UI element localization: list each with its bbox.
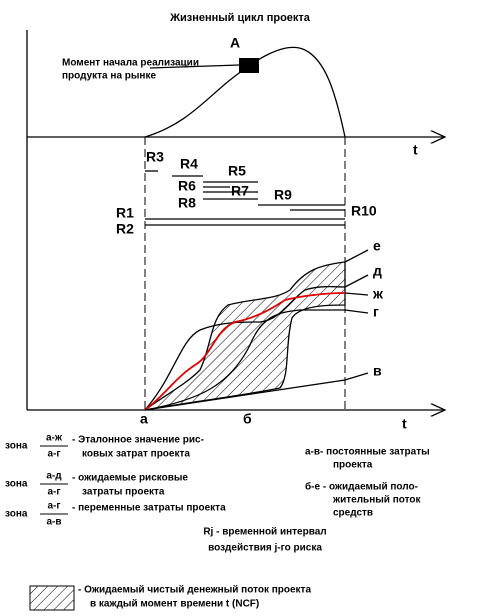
definition: б-е - ожидаемый поло- (305, 481, 418, 493)
curve-d (144, 285, 346, 411)
risk-label: R7 (231, 183, 249, 199)
annotation: Момент начала реализации (62, 58, 199, 69)
zone-word: зона (5, 479, 28, 490)
ncf-area (144, 261, 346, 411)
risk-label: R9 (274, 187, 292, 203)
point-marker (239, 58, 259, 73)
curve-label: г (373, 304, 379, 320)
risk-label: R10 (351, 203, 377, 219)
curve-g (144, 309, 345, 411)
zone-text: - Эталонное значение рис- (72, 435, 204, 446)
label-leaders (344, 249, 369, 381)
zone-word: зона (5, 441, 28, 452)
zone-text: - ожидаемые рисковые (72, 473, 188, 484)
curve-label: в (373, 363, 382, 379)
definition: проекта (333, 460, 373, 471)
curve-v (144, 379, 346, 411)
zone-word: зона (5, 509, 28, 520)
x-label: а (140, 411, 148, 427)
note: воздействия j-го риска (208, 543, 322, 554)
curve-label: е (373, 238, 381, 254)
zone-text: затраты проекта (82, 487, 165, 498)
curve-label: д (373, 263, 382, 279)
legend-text: - Ожидаемый чистый денежный поток проект… (78, 585, 311, 596)
annotation-pointer (149, 64, 240, 69)
risk-label: R1 (116, 205, 134, 221)
definition: а-в- постоянные затраты (305, 447, 430, 458)
zones: зона а-ж а-г - Эталонное значение рис-ковых… (5, 433, 226, 528)
risk-label: R3 (146, 149, 164, 165)
axis-label: t (413, 142, 418, 158)
zone-numerator: а-д (46, 471, 62, 482)
curve-zh (144, 292, 346, 411)
risk-label: R6 (178, 178, 196, 194)
risk-label: R2 (116, 221, 134, 237)
zone-denominator: а-в (46, 517, 61, 528)
axis-label: t (402, 416, 407, 432)
x-label: б (243, 411, 252, 427)
zone-text: - переменные затраты проекта (72, 503, 226, 514)
curve-label: ж (372, 286, 384, 302)
definition: жительный поток (332, 495, 421, 506)
legend-swatch (29, 585, 75, 611)
title: Жизненный цикл проекта (169, 12, 311, 24)
risk-intervals (145, 170, 345, 226)
definition: средств (333, 508, 373, 519)
zone-denominator: а-г (47, 487, 60, 498)
annotation: продукта на рынке (62, 71, 156, 82)
risk-label: R8 (178, 195, 196, 211)
note: Rj - временной интервал (203, 527, 326, 538)
point-label: А (230, 35, 240, 51)
zone-numerator: а-г (47, 501, 60, 512)
zone-numerator: а-ж (46, 433, 63, 444)
risk-label: R4 (180, 156, 198, 172)
zone-text: ковых затрат проекта (82, 449, 190, 460)
risk-label: R5 (228, 163, 246, 179)
zone-denominator: а-г (47, 449, 60, 460)
life-cycle-curve (144, 46, 346, 138)
legend-text: в каждый момент времени t (NCF) (90, 599, 259, 610)
